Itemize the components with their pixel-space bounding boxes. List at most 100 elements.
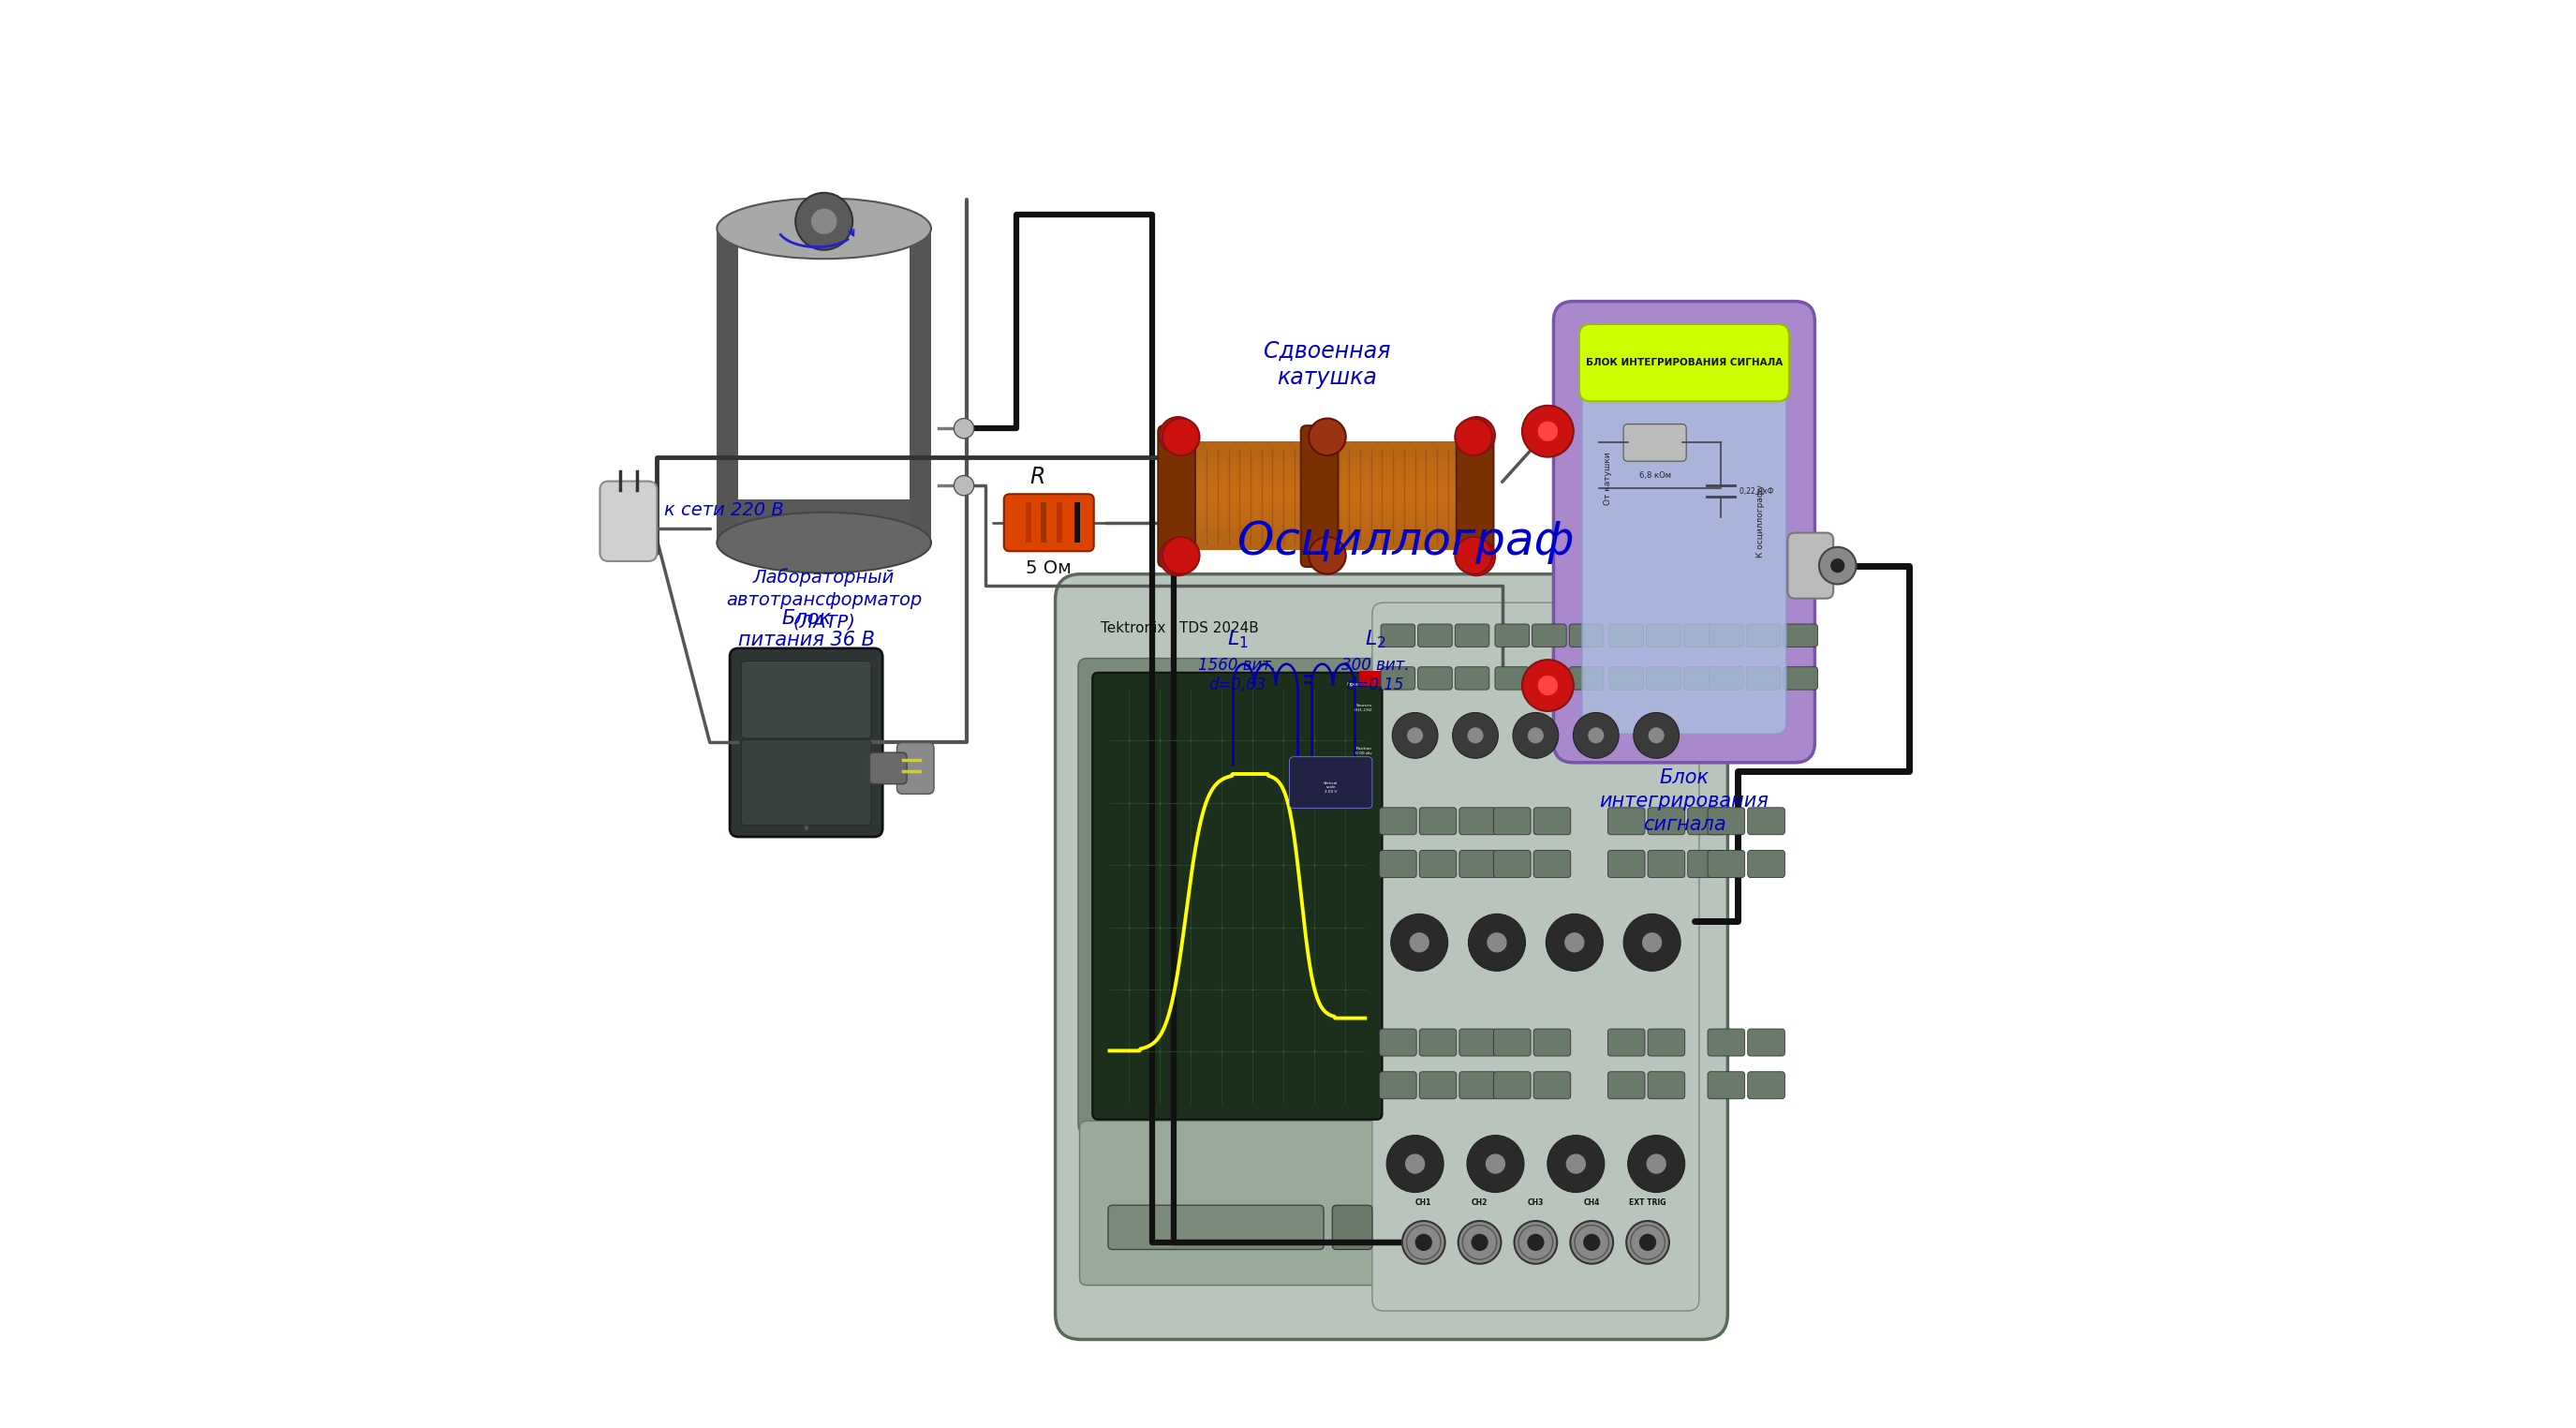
Bar bbox=[1167, 534, 1489, 540]
FancyBboxPatch shape bbox=[1378, 1030, 1417, 1057]
Circle shape bbox=[1641, 932, 1662, 952]
Bar bbox=[1167, 453, 1489, 457]
FancyBboxPatch shape bbox=[1610, 624, 1643, 647]
Circle shape bbox=[1455, 418, 1492, 456]
FancyBboxPatch shape bbox=[1579, 324, 1790, 401]
Circle shape bbox=[953, 476, 974, 496]
FancyBboxPatch shape bbox=[1378, 808, 1417, 835]
Circle shape bbox=[1391, 914, 1448, 971]
Circle shape bbox=[953, 418, 974, 438]
Circle shape bbox=[1458, 538, 1494, 575]
FancyBboxPatch shape bbox=[1533, 851, 1571, 877]
Text: Operation: Operation bbox=[1347, 683, 1373, 687]
Text: 5 Ом: 5 Ом bbox=[1025, 560, 1072, 577]
FancyBboxPatch shape bbox=[1455, 426, 1494, 567]
FancyBboxPatch shape bbox=[742, 661, 871, 738]
FancyBboxPatch shape bbox=[1582, 368, 1785, 734]
Circle shape bbox=[1309, 537, 1345, 574]
Circle shape bbox=[1453, 713, 1499, 758]
Bar bbox=[719, 510, 930, 534]
Circle shape bbox=[1528, 727, 1543, 744]
Text: 0,22 мкФ: 0,22 мкФ bbox=[1739, 487, 1772, 496]
FancyBboxPatch shape bbox=[1092, 673, 1383, 1120]
Circle shape bbox=[1564, 932, 1584, 952]
Bar bbox=[724, 500, 925, 523]
Circle shape bbox=[1512, 713, 1558, 758]
FancyBboxPatch shape bbox=[1623, 424, 1687, 461]
Circle shape bbox=[1458, 417, 1494, 454]
FancyBboxPatch shape bbox=[871, 753, 907, 784]
Circle shape bbox=[1538, 675, 1558, 695]
FancyBboxPatch shape bbox=[1708, 808, 1744, 835]
Circle shape bbox=[1466, 1135, 1525, 1192]
Bar bbox=[1167, 503, 1489, 507]
FancyBboxPatch shape bbox=[1747, 1030, 1785, 1057]
FancyBboxPatch shape bbox=[1381, 624, 1414, 647]
Text: Лабораторный
автотрансформатор
(ЛАТР): Лабораторный автотрансформатор (ЛАТР) bbox=[726, 568, 922, 631]
FancyBboxPatch shape bbox=[1461, 808, 1497, 835]
FancyBboxPatch shape bbox=[1005, 494, 1095, 551]
FancyBboxPatch shape bbox=[1708, 667, 1744, 690]
FancyBboxPatch shape bbox=[1301, 426, 1337, 567]
Text: CH3: CH3 bbox=[1528, 1198, 1543, 1207]
FancyBboxPatch shape bbox=[1783, 624, 1819, 647]
Text: Блок
интегрирования
сигнала: Блок интегрирования сигнала bbox=[1600, 768, 1770, 834]
Text: Сдвоенная
катушка: Сдвоенная катушка bbox=[1265, 340, 1391, 388]
Bar bbox=[716, 228, 739, 543]
Bar bbox=[1167, 484, 1489, 490]
Bar bbox=[1167, 467, 1489, 471]
Text: Sources
CH1-CH2: Sources CH1-CH2 bbox=[1355, 704, 1373, 713]
FancyBboxPatch shape bbox=[1494, 1030, 1530, 1057]
FancyBboxPatch shape bbox=[1079, 1121, 1396, 1285]
FancyBboxPatch shape bbox=[1455, 667, 1489, 690]
FancyBboxPatch shape bbox=[1607, 1030, 1646, 1057]
FancyBboxPatch shape bbox=[1533, 808, 1571, 835]
Circle shape bbox=[1566, 1154, 1587, 1174]
FancyBboxPatch shape bbox=[1533, 624, 1566, 647]
Circle shape bbox=[1515, 1221, 1556, 1264]
Text: CH1: CH1 bbox=[1414, 1198, 1432, 1207]
FancyBboxPatch shape bbox=[1461, 1030, 1497, 1057]
Circle shape bbox=[1159, 538, 1198, 575]
Bar bbox=[1025, 503, 1030, 543]
FancyBboxPatch shape bbox=[1649, 851, 1685, 877]
Circle shape bbox=[796, 193, 853, 250]
FancyBboxPatch shape bbox=[1708, 1030, 1744, 1057]
Text: Position
0.00 div: Position 0.00 div bbox=[1355, 747, 1373, 755]
FancyBboxPatch shape bbox=[1461, 1072, 1497, 1100]
Circle shape bbox=[1309, 418, 1345, 456]
FancyBboxPatch shape bbox=[1553, 301, 1814, 763]
Circle shape bbox=[1625, 1221, 1669, 1264]
FancyBboxPatch shape bbox=[1533, 1072, 1571, 1100]
Bar bbox=[1074, 503, 1079, 543]
Circle shape bbox=[1159, 417, 1198, 454]
Text: К осциллографу: К осциллографу bbox=[1757, 484, 1765, 558]
Bar bbox=[1167, 488, 1489, 493]
FancyBboxPatch shape bbox=[1419, 851, 1455, 877]
Bar bbox=[1167, 481, 1489, 486]
Circle shape bbox=[1414, 1234, 1432, 1251]
Circle shape bbox=[1646, 1154, 1667, 1174]
FancyBboxPatch shape bbox=[742, 740, 871, 825]
FancyBboxPatch shape bbox=[1708, 624, 1744, 647]
Bar bbox=[724, 518, 922, 543]
Bar bbox=[719, 507, 930, 530]
Bar bbox=[721, 513, 927, 537]
Bar bbox=[1167, 513, 1489, 518]
Bar bbox=[1167, 491, 1489, 497]
Text: CH4: CH4 bbox=[1584, 1198, 1600, 1207]
Bar bbox=[1167, 510, 1489, 514]
FancyBboxPatch shape bbox=[1419, 1030, 1455, 1057]
FancyBboxPatch shape bbox=[1607, 1072, 1646, 1100]
FancyBboxPatch shape bbox=[1533, 1030, 1571, 1057]
FancyBboxPatch shape bbox=[729, 648, 884, 837]
Bar bbox=[1167, 477, 1489, 483]
Circle shape bbox=[1538, 421, 1558, 441]
FancyBboxPatch shape bbox=[1708, 1072, 1744, 1100]
Bar bbox=[724, 516, 925, 540]
Bar bbox=[909, 228, 930, 543]
FancyBboxPatch shape bbox=[1419, 1072, 1455, 1100]
FancyBboxPatch shape bbox=[1646, 667, 1680, 690]
Bar bbox=[1167, 527, 1489, 533]
Bar bbox=[1167, 460, 1489, 464]
